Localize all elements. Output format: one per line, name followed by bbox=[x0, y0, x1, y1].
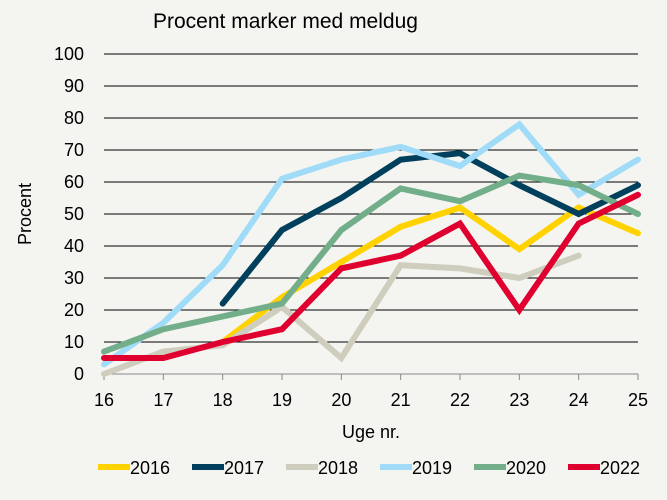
legend-item-2020: 2020 bbox=[474, 458, 546, 478]
chart-title: Procent marker med meldug bbox=[153, 10, 418, 33]
y-tick-label: 30 bbox=[64, 268, 84, 288]
y-tick-label: 40 bbox=[64, 236, 84, 256]
x-tick-label: 21 bbox=[391, 390, 411, 410]
series-line-2020 bbox=[101, 172, 641, 355]
legend-item-2016: 2016 bbox=[98, 458, 170, 478]
y-tick-label: 60 bbox=[64, 172, 84, 192]
x-tick-label: 17 bbox=[153, 390, 173, 410]
x-tick-label: 19 bbox=[272, 390, 292, 410]
x-tick-label: 20 bbox=[331, 390, 351, 410]
legend-label: 2019 bbox=[412, 458, 452, 478]
x-tick-label: 25 bbox=[628, 390, 648, 410]
y-tick-label: 80 bbox=[64, 108, 84, 128]
x-tick-label: 24 bbox=[569, 390, 589, 410]
legend-label: 2017 bbox=[224, 458, 264, 478]
y-tick-label: 70 bbox=[64, 140, 84, 160]
x-tick-label: 23 bbox=[509, 390, 529, 410]
y-tick-label: 20 bbox=[64, 300, 84, 320]
series-line-2022 bbox=[101, 191, 641, 361]
y-tick-label: 90 bbox=[64, 76, 84, 96]
series-line-2019 bbox=[101, 120, 641, 368]
y-tick-label: 100 bbox=[54, 44, 84, 64]
y-tick-label: 10 bbox=[64, 332, 84, 352]
series-line-2018 bbox=[101, 252, 582, 377]
x-tick-label: 16 bbox=[94, 390, 114, 410]
legend-item-2019: 2019 bbox=[380, 458, 452, 478]
x-tick-label: 18 bbox=[213, 390, 233, 410]
legend-label: 2018 bbox=[318, 458, 358, 478]
legend-label: 2022 bbox=[600, 458, 640, 478]
x-tick-label: 22 bbox=[450, 390, 470, 410]
legend-item-2022: 2022 bbox=[568, 458, 640, 478]
legend-label: 2020 bbox=[506, 458, 546, 478]
y-tick-label: 0 bbox=[74, 364, 84, 384]
y-axis-label: Procent bbox=[15, 183, 35, 245]
legend-item-2017: 2017 bbox=[192, 458, 264, 478]
legend-item-2018: 2018 bbox=[286, 458, 358, 478]
x-axis-label: Uge nr. bbox=[342, 422, 400, 442]
legend-label: 2016 bbox=[130, 458, 170, 478]
y-tick-label: 50 bbox=[64, 204, 84, 224]
